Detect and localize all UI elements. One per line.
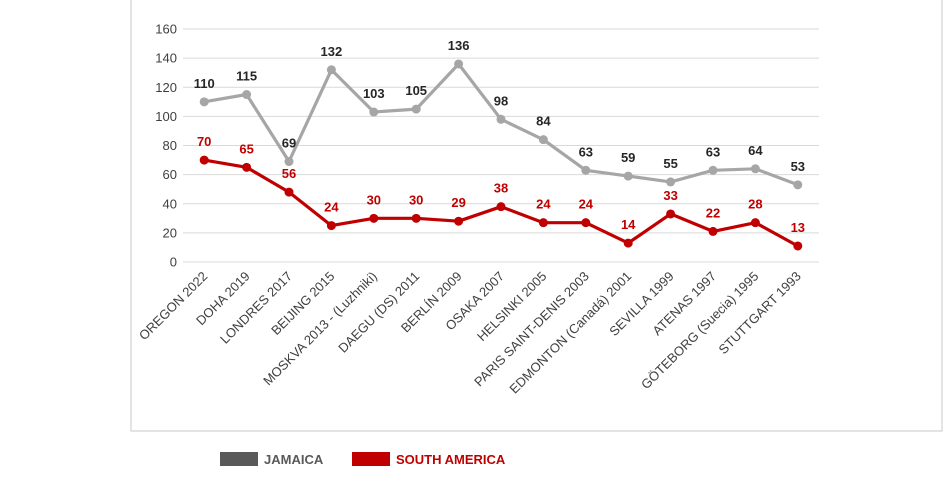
data-label: 65 [239, 141, 253, 156]
x-tick-label: LONDRES 2017 [217, 269, 295, 347]
data-label: 136 [448, 38, 470, 53]
data-label: 98 [494, 93, 508, 108]
data-point [326, 65, 336, 75]
legend-label: SOUTH AMERICA [396, 452, 506, 467]
data-point [708, 226, 718, 236]
data-point [326, 221, 336, 231]
data-point [496, 114, 506, 124]
data-point [454, 59, 464, 69]
data-label: 38 [494, 181, 508, 196]
data-point [666, 209, 676, 219]
legend: JAMAICA SOUTH AMERICA [220, 452, 506, 467]
data-label: 69 [282, 136, 296, 151]
data-label: 22 [706, 205, 720, 220]
data-point [623, 171, 633, 181]
data-point [284, 187, 294, 197]
data-label: 110 [194, 76, 215, 91]
data-point [199, 155, 209, 165]
data-point [666, 177, 676, 187]
data-label: 24 [579, 197, 594, 212]
data-label: 30 [409, 192, 423, 207]
data-point [793, 241, 803, 251]
data-label: 24 [324, 200, 339, 215]
y-tick-label: 160 [155, 22, 177, 37]
data-point [496, 202, 506, 212]
data-label: 63 [579, 144, 593, 159]
data-point [581, 218, 591, 228]
y-tick-label: 40 [163, 196, 177, 211]
data-point [242, 162, 252, 172]
data-point [454, 216, 464, 226]
data-point [369, 213, 379, 223]
y-tick-label: 60 [163, 167, 177, 182]
data-label: 70 [197, 134, 211, 149]
x-tick-label: OREGON 2022 [136, 269, 210, 343]
series-points [199, 59, 803, 251]
data-label: 84 [536, 114, 551, 129]
data-point [411, 104, 421, 114]
data-point [538, 135, 548, 145]
data-label: 64 [748, 143, 763, 158]
data-point [284, 157, 294, 167]
data-labels: 110 115 69 132 103 105 136 98 84 63 59 55 63 64 53 70 65… [194, 38, 805, 235]
y-tick-label: 140 [155, 51, 177, 66]
data-label: 24 [536, 197, 551, 212]
data-point [623, 238, 633, 248]
data-label: 53 [791, 159, 805, 174]
data-label: 59 [621, 150, 635, 165]
data-point [581, 165, 591, 175]
data-label: 33 [663, 188, 677, 203]
y-axis: 0 20 40 60 80 100 120 140 160 [155, 22, 177, 270]
data-point [411, 213, 421, 223]
legend-swatch [220, 452, 258, 466]
data-point [793, 180, 803, 190]
data-point [242, 90, 252, 100]
data-point [708, 165, 718, 175]
data-label: 13 [791, 220, 805, 235]
gridlines [183, 28, 819, 263]
data-label: 63 [706, 144, 720, 159]
chart-frame [130, 0, 943, 432]
y-tick-label: 120 [155, 80, 177, 95]
legend-swatch [352, 452, 390, 466]
data-label: 103 [363, 86, 385, 101]
data-point [750, 164, 760, 174]
y-tick-label: 100 [155, 109, 177, 124]
data-point [369, 107, 379, 117]
data-point [750, 218, 760, 228]
data-label: 55 [663, 156, 677, 171]
data-point [538, 218, 548, 228]
data-point [199, 97, 209, 107]
data-label: 132 [321, 44, 343, 59]
legend-label: JAMAICA [264, 452, 324, 467]
data-label: 14 [621, 217, 636, 232]
data-label: 30 [367, 192, 381, 207]
data-label: 28 [748, 197, 762, 212]
y-tick-label: 0 [170, 255, 177, 270]
data-label: 115 [236, 69, 257, 84]
x-tick-label: STUTTGART 1993 [715, 269, 803, 357]
data-label: 56 [282, 166, 296, 181]
data-label: 29 [451, 195, 465, 210]
y-tick-label: 20 [163, 225, 177, 240]
data-label: 105 [405, 83, 427, 98]
y-tick-label: 80 [163, 138, 177, 153]
